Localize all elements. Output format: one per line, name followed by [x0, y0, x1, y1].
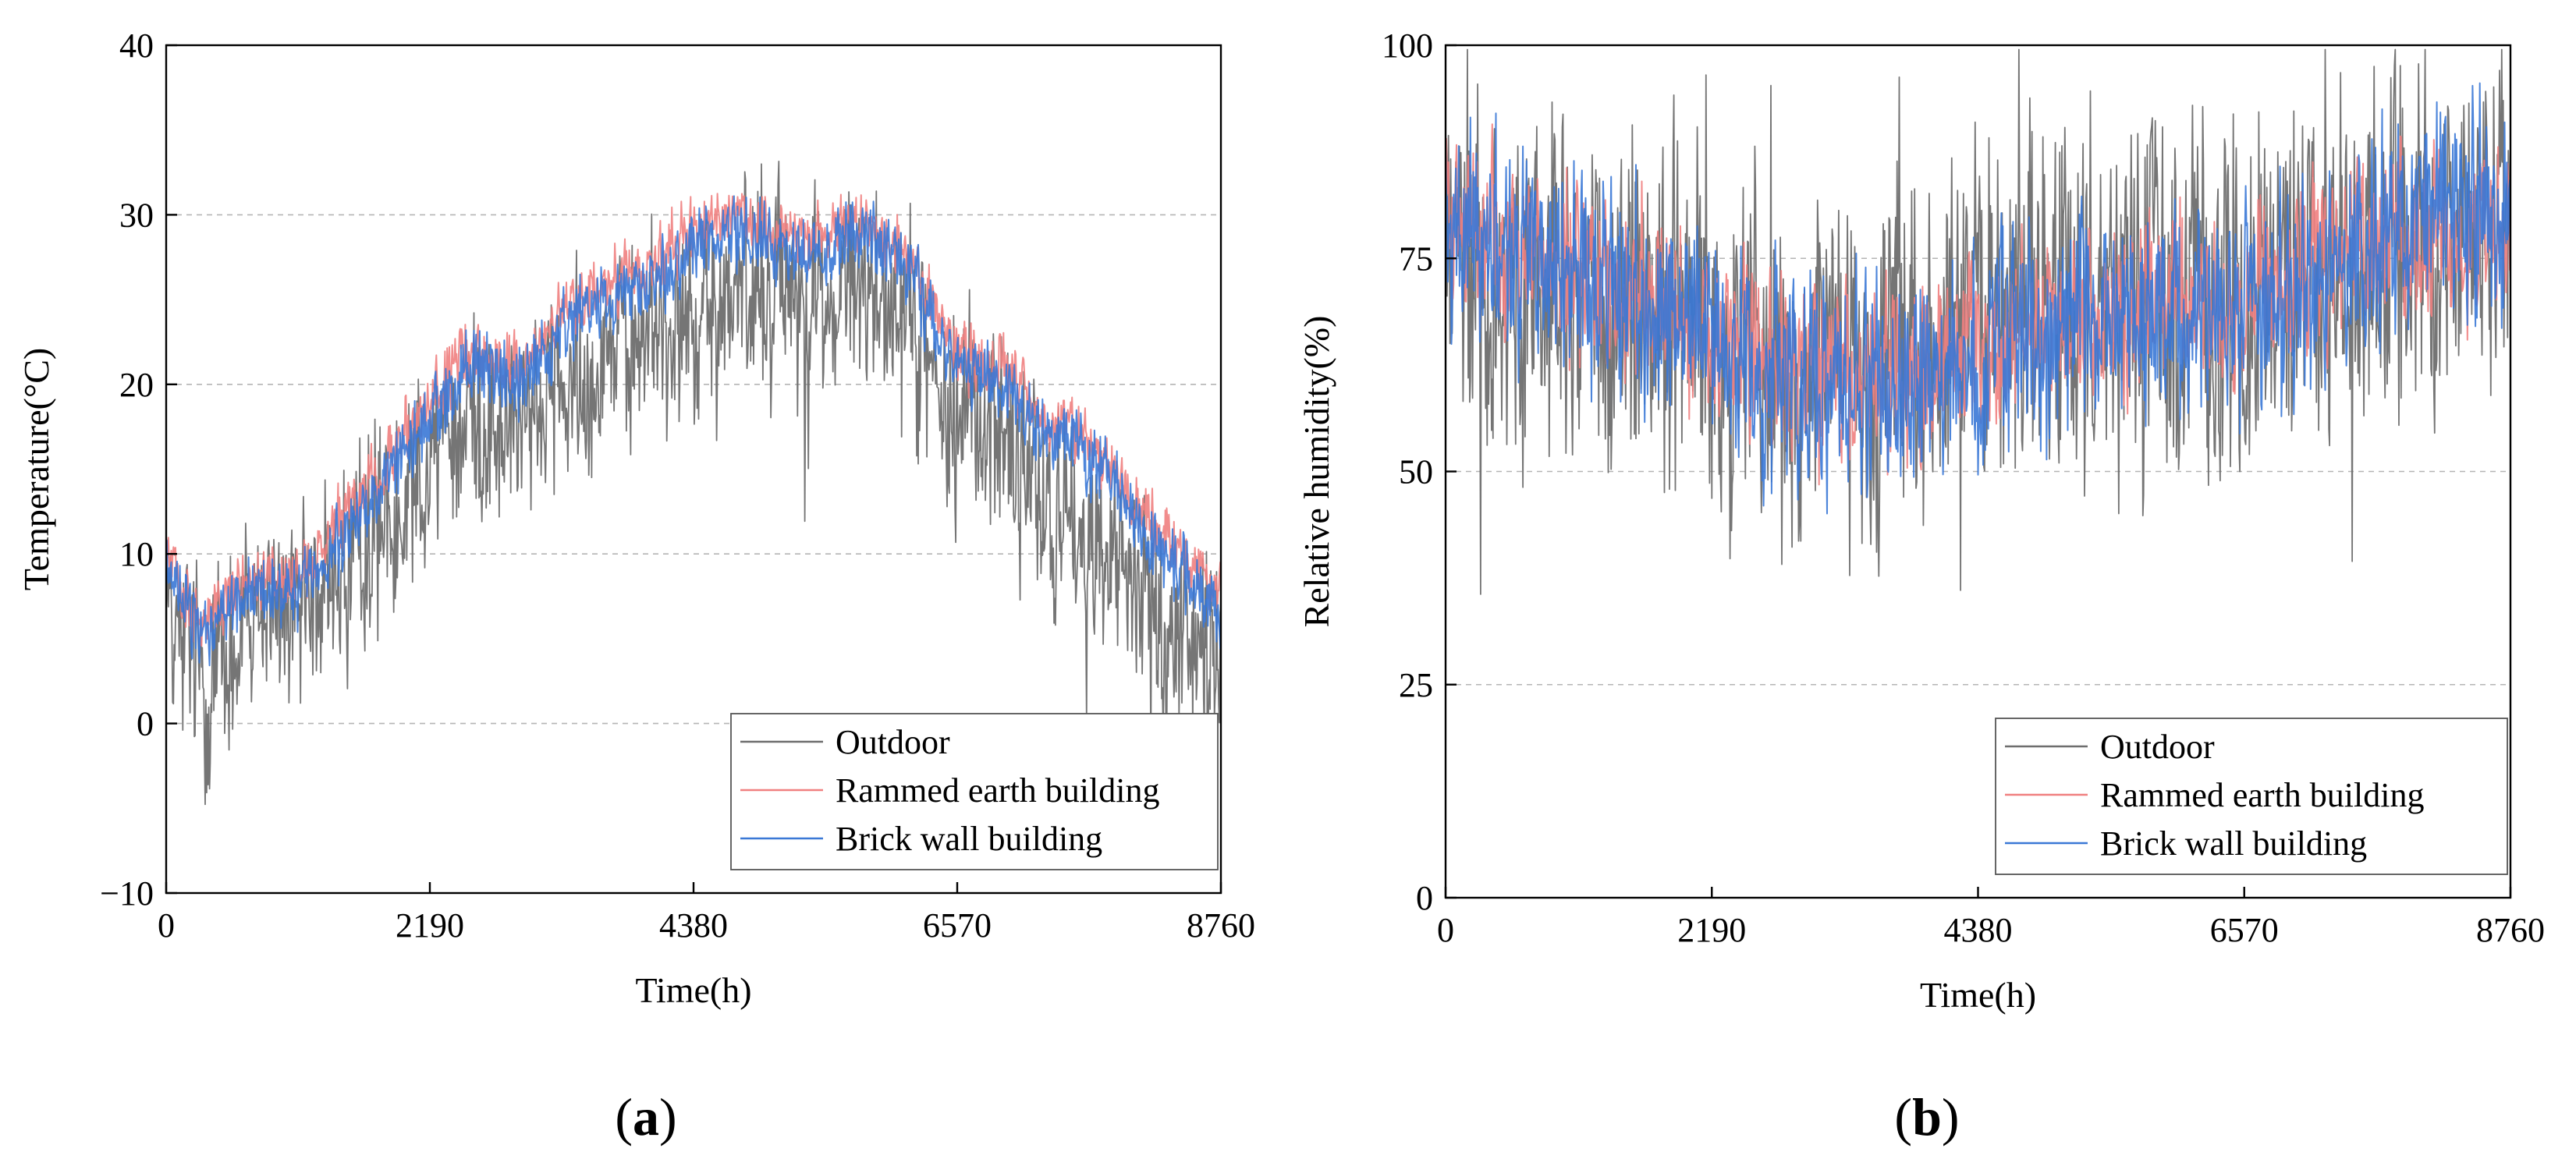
x-tick-label: 6570 — [2210, 911, 2279, 949]
legend-label: Rammed earth building — [2100, 776, 2424, 814]
x-tick-label: 0 — [1437, 911, 1454, 949]
series-line-brick-wall-building — [1446, 82, 2510, 515]
y-tick-label: 75 — [1399, 239, 1433, 278]
x-tick-label: 4380 — [1944, 911, 2013, 949]
y-tick-label: 10 — [119, 535, 154, 573]
panel-label-a: (a) — [615, 1087, 676, 1147]
x-tick-label: 8760 — [1187, 906, 1255, 945]
series-group — [166, 161, 1221, 806]
y-tick-label: 100 — [1382, 27, 1433, 65]
legend: Outdoor Rammed earth building Brick wall b… — [1995, 718, 2508, 875]
legend-box — [730, 713, 1219, 870]
series-group — [1446, 48, 2510, 595]
y-tick-label: −10 — [100, 874, 154, 913]
legend-label: Outdoor — [2100, 728, 2215, 766]
x-tick-label: 4380 — [659, 906, 728, 945]
series-line-rammed-earth-building — [166, 193, 1221, 647]
legend-label: Outdoor — [836, 723, 950, 761]
x-tick-label: 2190 — [1677, 911, 1746, 949]
x-tick-label: 6570 — [923, 906, 992, 945]
legend: Outdoor Rammed earth building Brick wall b… — [730, 713, 1219, 870]
legend-label: Rammed earth building — [836, 771, 1159, 810]
y-tick-label: 0 — [1416, 879, 1433, 917]
chart-panel-a: 0 2190 4380 6570 8760−10010203040Time(h)Temp… — [16, 27, 1255, 1010]
y-axis-title: Relative humidity(%) — [1297, 316, 1336, 628]
legend-box — [1995, 718, 2508, 875]
y-tick-label: 50 — [1399, 453, 1433, 491]
series-line-brick-wall-building — [166, 195, 1221, 667]
y-tick-label: 30 — [119, 196, 154, 234]
y-tick-label: 0 — [137, 705, 154, 743]
x-tick-label: 8760 — [2476, 911, 2545, 949]
y-tick-label: 40 — [119, 27, 154, 65]
chart-panel-b: 0 2190 4380 6570 8760 0 25 50 75 100 Time(h) Relati… — [1297, 27, 2545, 1015]
legend-label: Brick wall building — [2100, 824, 2367, 863]
x-axis-title: Time(h) — [1920, 975, 2036, 1015]
y-axis-title: Temperature(°C) — [16, 348, 56, 590]
y-tick-label: 20 — [119, 366, 154, 404]
legend-label: Brick wall building — [836, 820, 1102, 858]
x-axis-title: Time(h) — [635, 970, 751, 1010]
x-tick-label: 0 — [158, 906, 175, 945]
y-tick-label: 25 — [1399, 666, 1433, 704]
x-tick-label: 2190 — [396, 906, 464, 945]
panel-label-b: (b) — [1894, 1087, 1959, 1147]
